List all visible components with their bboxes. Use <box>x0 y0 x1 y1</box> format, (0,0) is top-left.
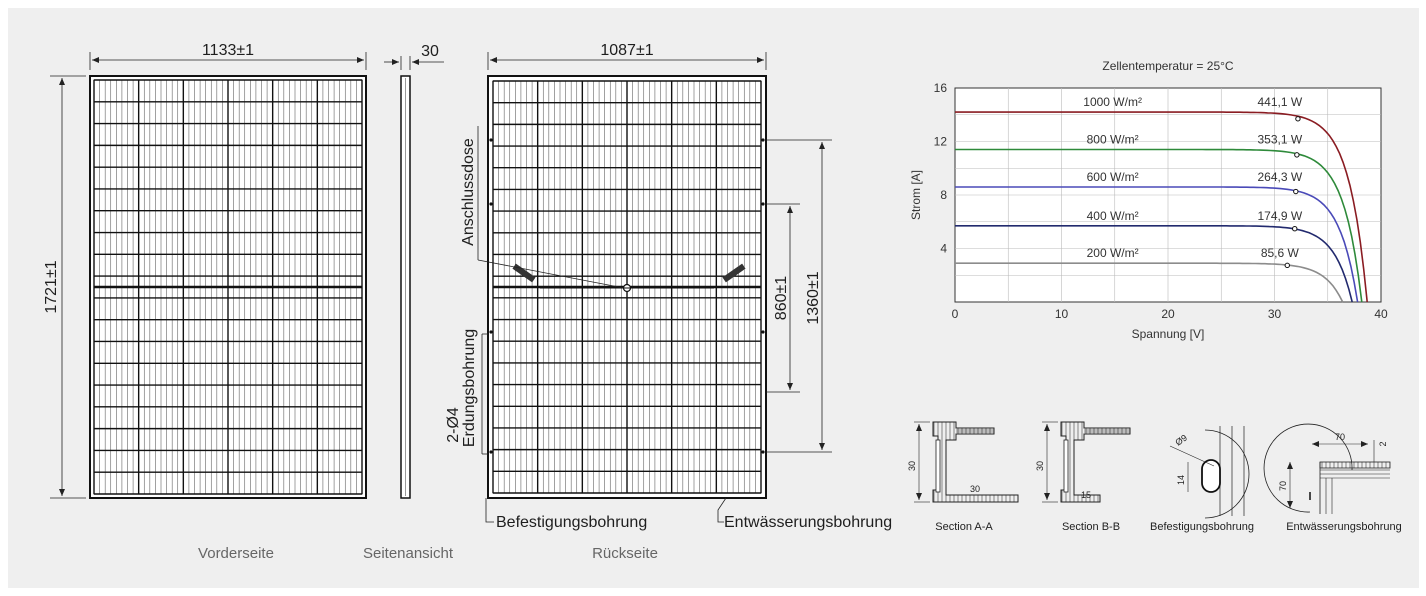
y-tick-label: 8 <box>940 188 947 202</box>
x-tick-label: 10 <box>1055 307 1069 321</box>
back-width-label: 1087±1 <box>600 42 653 59</box>
series-line <box>955 148 1363 303</box>
y-tick-label: 12 <box>934 135 948 149</box>
series-power-label: 441,1 W <box>1257 95 1302 109</box>
mount-hole-detail: Ø9 14 Befestigungsbohrung <box>1150 426 1254 533</box>
mpp-point <box>1294 152 1300 158</box>
cable-connector-right <box>722 263 746 283</box>
series-label: 1000 W/m² <box>1083 95 1142 109</box>
side-view: 30 <box>384 43 444 499</box>
x-tick-label: 30 <box>1268 307 1282 321</box>
mpp-point <box>1284 262 1290 269</box>
series-line <box>955 262 1344 303</box>
drain-hole-width: 70 <box>1335 432 1345 442</box>
mount-hole-caption: Befestigungsbohrung <box>1150 521 1254 533</box>
grounding-label: Erdungsbohrung <box>461 329 478 447</box>
series-power-label: 353,1 W <box>1257 133 1302 147</box>
mpp-point <box>1292 226 1298 232</box>
junction-box-callout: Anschlussdose <box>460 126 625 289</box>
back-caption: Rückseite <box>592 545 658 562</box>
drain-hole-depth: 2 <box>1378 441 1388 446</box>
bottom-callouts: Befestigungsbohrung Entwässerungsbohrung <box>485 497 892 531</box>
series-line <box>955 225 1353 303</box>
drain-hole-detail: 70 70 2 Entwässerungsbohrung <box>1263 423 1402 533</box>
front-width-label: 1133±1 <box>202 42 254 59</box>
dim-860-label: 860±1 <box>773 276 790 320</box>
front-view <box>89 75 367 499</box>
section-b-caption: Section B-B <box>1062 521 1120 533</box>
series-power-label: 264,3 W <box>1257 170 1302 184</box>
y-tick-label: 4 <box>940 242 947 256</box>
section-a-detail: 30 30 Section A-A <box>907 421 1019 533</box>
section-b-height: 30 <box>1035 461 1045 471</box>
series-power-label: 85,6 W <box>1261 246 1300 260</box>
iv-chart: 1000 W/m² 441,1 W 800 W/m² 353,1 W 600 W/m² 2… <box>909 59 1388 341</box>
chart-series: 1000 W/m² 441,1 W 800 W/m² 353,1 W 600 W/m² 2… <box>955 95 1368 303</box>
chart-title: Zellentemperatur = 25°C <box>1102 59 1234 73</box>
drain-hole-caption: Entwässerungsbohrung <box>1286 521 1402 533</box>
chart-xlabel: Spannung [V] <box>1132 327 1205 341</box>
series-power-label: 174,9 W <box>1257 209 1302 223</box>
dim-860: 860±1 <box>766 203 800 393</box>
series-label: 400 W/m² <box>1087 209 1139 223</box>
section-a-width: 30 <box>970 484 980 494</box>
side-caption: Seitenansicht <box>363 545 454 562</box>
mount-hole-length: 14 <box>1176 475 1186 485</box>
drain-hole-label: Entwässerungsbohrung <box>724 514 892 531</box>
section-b-detail: 30 15 Section B-B <box>1035 421 1131 533</box>
x-tick-label: 0 <box>952 307 959 321</box>
back-width-dimension: 1087±1 <box>487 42 767 70</box>
drain-hole-height: 70 <box>1278 481 1288 491</box>
dim-1360: 1360±1 <box>766 139 832 453</box>
chart-ylabel: Strom [A] <box>909 170 923 220</box>
cable-connector-left <box>512 263 536 283</box>
front-caption: Vorderseite <box>198 545 274 562</box>
side-thickness-label: 30 <box>421 43 439 60</box>
section-a-height: 30 <box>907 461 917 471</box>
y-tick-label: 16 <box>934 81 948 95</box>
chart-grid <box>955 88 1381 302</box>
dim-1360-label: 1360±1 <box>805 271 822 324</box>
series-line <box>955 186 1359 303</box>
x-tick-label: 40 <box>1374 307 1388 321</box>
mounting-hole-label: Befestigungsbohrung <box>496 514 647 531</box>
front-width-dimension: 1133±1 <box>89 42 367 70</box>
back-view <box>487 75 767 499</box>
series-label: 800 W/m² <box>1087 133 1139 147</box>
section-a-caption: Section A-A <box>935 521 993 533</box>
x-tick-label: 20 <box>1161 307 1175 321</box>
junction-box-label: Anschlussdose <box>460 138 477 246</box>
series-label: 600 W/m² <box>1087 170 1139 184</box>
grounding-callout: Erdungsbohrung 2-Ø4 <box>445 329 488 455</box>
mpp-point <box>1295 116 1301 122</box>
front-height-dimension: 1721±1 <box>43 75 86 499</box>
holes-label: 2-Ø4 <box>445 407 462 443</box>
chart-ticks: 0 10 20 30 40 4 8 12 16 <box>934 81 1388 321</box>
mpp-point <box>1293 188 1299 195</box>
front-height-label: 1721±1 <box>43 260 60 313</box>
mount-hole-diameter: Ø9 <box>1173 433 1189 448</box>
section-b-width: 15 <box>1081 490 1091 500</box>
series-label: 200 W/m² <box>1087 246 1139 260</box>
